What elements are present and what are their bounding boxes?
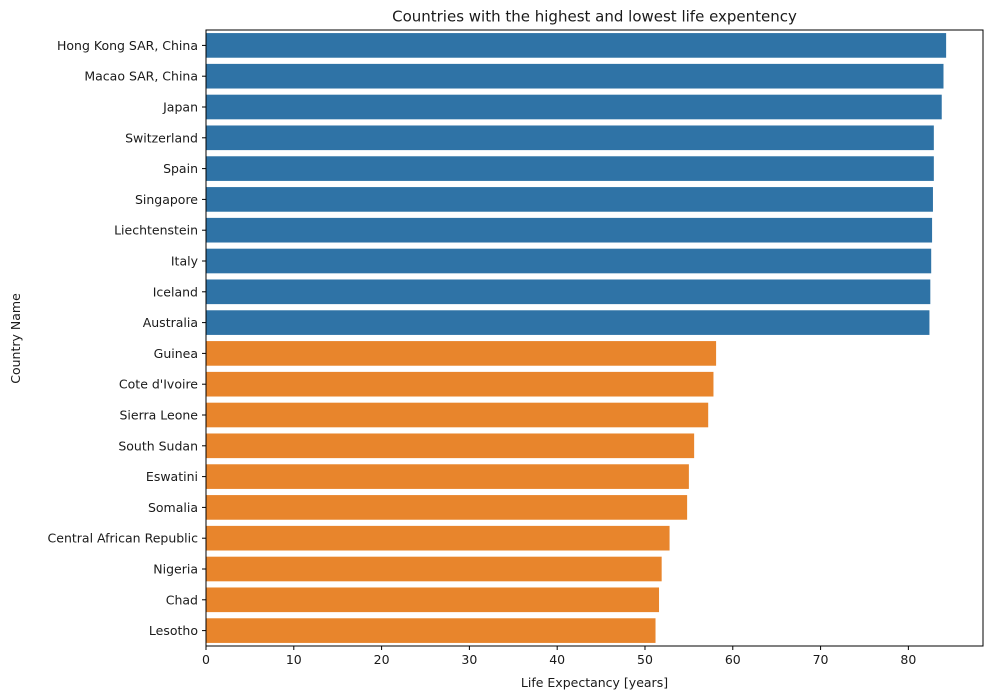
bar <box>206 125 934 151</box>
y-tick-label: Switzerland <box>125 130 198 145</box>
bar <box>206 618 656 643</box>
bar <box>206 587 660 613</box>
y-tick-label: Eswatini <box>146 469 198 484</box>
x-tick-label: 80 <box>900 652 916 667</box>
bar <box>206 433 695 459</box>
bars-group <box>206 33 947 643</box>
bar <box>206 63 944 89</box>
y-tick-label: Nigeria <box>153 562 198 577</box>
bar <box>206 402 709 428</box>
y-tick-label: Central African Republic <box>48 531 199 546</box>
bar <box>206 525 670 551</box>
y-tick-label: Sierra Leone <box>120 408 199 423</box>
y-axis-ticks: Hong Kong SAR, China Macao SAR, China Japa… <box>48 38 206 638</box>
bar <box>206 556 662 582</box>
bar <box>206 33 947 58</box>
bar <box>206 217 933 243</box>
y-tick-label: Lesotho <box>149 623 198 638</box>
x-tick-label: 70 <box>813 652 829 667</box>
x-tick-label: 30 <box>461 652 477 667</box>
x-axis-ticks: 0 10 20 30 40 50 60 70 80 <box>202 646 916 667</box>
y-tick-label: Guinea <box>154 346 198 361</box>
y-tick-label: Liechtenstein <box>114 223 198 238</box>
bar <box>206 341 717 366</box>
x-tick-label: 0 <box>202 652 210 667</box>
bar <box>206 495 688 520</box>
bar <box>206 248 932 274</box>
x-tick-label: 60 <box>725 652 741 667</box>
y-axis-title: Country Name <box>8 293 23 384</box>
bar <box>206 187 933 212</box>
y-tick-label: Singapore <box>135 192 198 207</box>
y-tick-label: Iceland <box>153 284 198 299</box>
bar <box>206 464 689 489</box>
y-tick-label: Australia <box>143 315 198 330</box>
y-tick-label: Cote d'Ivoire <box>119 377 198 392</box>
chart-title: Countries with the highest and lowest li… <box>392 8 797 26</box>
y-tick-label: Somalia <box>148 500 198 515</box>
y-tick-label: Spain <box>163 161 198 176</box>
bar <box>206 371 714 397</box>
bar <box>206 279 931 305</box>
x-tick-label: 50 <box>637 652 653 667</box>
y-tick-label: Macao SAR, China <box>84 69 198 84</box>
x-tick-label: 40 <box>549 652 565 667</box>
y-tick-label: Hong Kong SAR, China <box>57 38 198 53</box>
y-tick-label: Italy <box>171 254 199 269</box>
x-axis-title: Life Expectancy [years] <box>521 675 668 690</box>
bar <box>206 156 934 181</box>
x-tick-label: 10 <box>286 652 302 667</box>
y-tick-label: Japan <box>162 100 198 115</box>
bar <box>206 94 942 120</box>
y-tick-label: South Sudan <box>118 438 198 453</box>
y-tick-label: Chad <box>166 592 198 607</box>
x-tick-label: 20 <box>374 652 390 667</box>
bar <box>206 310 930 335</box>
plot-frame <box>205 29 984 647</box>
